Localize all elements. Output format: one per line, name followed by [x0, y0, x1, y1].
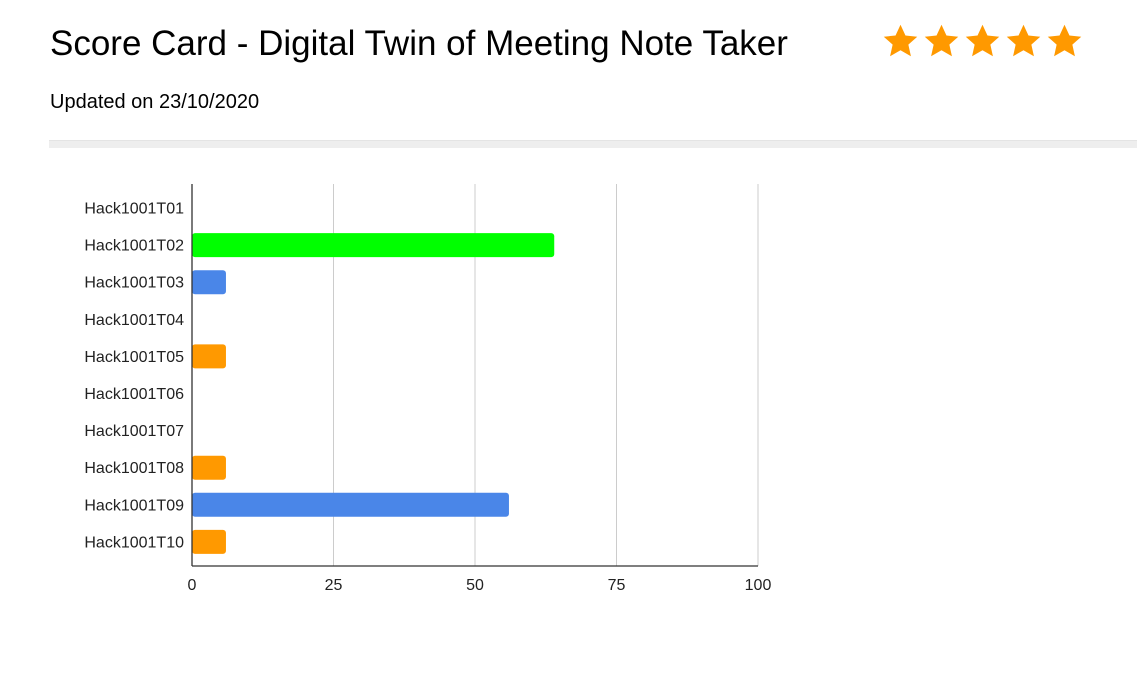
bar: [192, 455, 226, 480]
bar: [192, 270, 226, 295]
axes: [191, 184, 758, 567]
updated-date: Updated on 23/10/2020: [50, 91, 260, 113]
bar: [192, 529, 226, 554]
x-tick-label: 100: [745, 577, 772, 594]
category-label: Hack1001T06: [84, 386, 184, 403]
page-header: Score Card - Digital Twin of Meeting Not…: [50, 20, 788, 68]
tick-labels: 0 25 50 75 100: [188, 577, 772, 594]
page-title: Score Card - Digital Twin of Meeting Not…: [50, 24, 788, 63]
star-icon: [965, 24, 1000, 57]
category-label: Hack1001T01: [84, 201, 184, 218]
bar: [192, 344, 226, 369]
category-labels: Hack1001T01 Hack1001T02 Hack1001T03 Hack100…: [84, 201, 184, 552]
star-rating: [880, 21, 1085, 62]
x-tick-label: 25: [325, 577, 343, 594]
category-label: Hack1001T04: [84, 312, 184, 329]
header-divider: [49, 140, 1137, 148]
category-label: Hack1001T09: [84, 497, 184, 514]
category-label: Hack1001T03: [84, 275, 184, 292]
category-label: Hack1001T05: [84, 349, 184, 366]
category-label: Hack1001T10: [84, 534, 184, 551]
bar: [192, 492, 509, 517]
category-label: Hack1001T08: [84, 460, 184, 477]
x-tick-label: 0: [188, 577, 197, 594]
star-icon: [1006, 24, 1041, 57]
x-tick-label: 75: [608, 577, 626, 594]
bar: [192, 233, 555, 258]
star-icon: [924, 24, 959, 57]
bars: [192, 233, 555, 554]
star-icon: [1047, 24, 1082, 57]
category-label: Hack1001T07: [84, 423, 184, 440]
x-tick-label: 50: [466, 577, 484, 594]
star-icon: [883, 24, 918, 57]
category-label: Hack1001T02: [84, 238, 184, 255]
